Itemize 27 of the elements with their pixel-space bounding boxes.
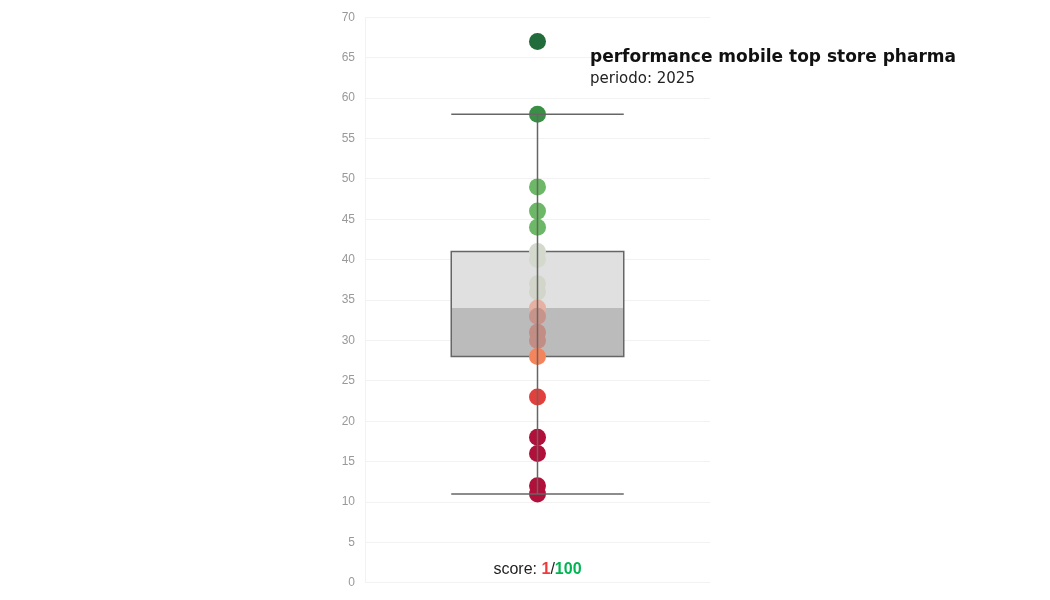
y-tick-label: 20 — [341, 413, 356, 428]
point — [529, 388, 546, 406]
point — [529, 202, 546, 220]
annotation: score: 1/100 — [493, 560, 582, 577]
y-tick-label: 0 — [348, 575, 356, 590]
y-tick-label: 5 — [348, 534, 356, 549]
point — [529, 218, 546, 236]
y-tick-label: 25 — [341, 373, 356, 388]
point — [529, 428, 546, 446]
y-tick-label: 10 — [341, 494, 356, 509]
y-tick-label: 50 — [341, 171, 356, 186]
text: performance mobile top store pharma — [590, 46, 956, 66]
text: periodo: 2025 — [590, 69, 695, 87]
point — [529, 307, 546, 325]
y-tick-label: 45 — [341, 211, 356, 226]
point — [529, 178, 546, 196]
point — [529, 445, 546, 463]
point — [529, 32, 546, 50]
point — [529, 348, 546, 366]
y-tick-label: 60 — [341, 90, 356, 105]
y-tick-label: 15 — [341, 453, 356, 468]
y-tick-label: 35 — [341, 292, 356, 307]
y-tick-label: 70 — [341, 9, 356, 24]
y-tick-label: 65 — [341, 49, 356, 64]
y-tick-label: 40 — [341, 251, 356, 266]
y-tick-label: 55 — [341, 130, 356, 145]
y-tick-label: 30 — [341, 332, 356, 347]
